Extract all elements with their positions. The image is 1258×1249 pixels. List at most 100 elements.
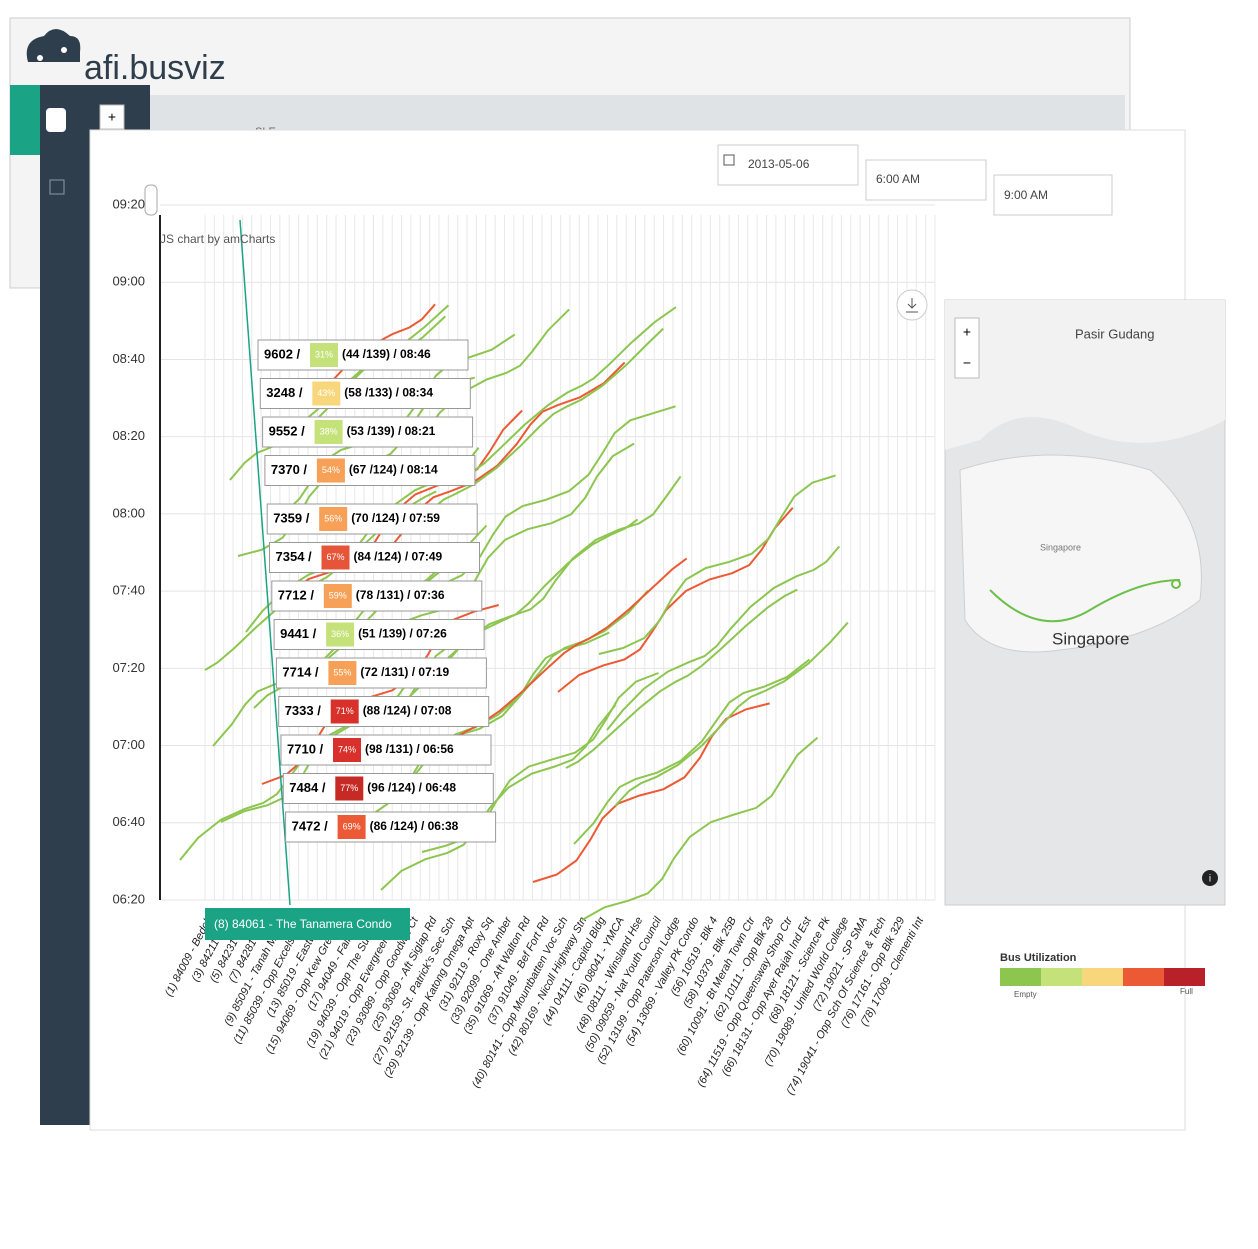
legend-low: Empty — [1014, 990, 1037, 999]
tooltip-detail: (44 /139) / 08:46 — [342, 347, 431, 361]
tooltip-box — [259, 378, 471, 409]
tooltip-box — [266, 503, 478, 535]
tooltip-box — [271, 580, 483, 612]
bus-tooltip[interactable]: 7710 / 74% (98 /131) / 06:56 — [280, 734, 492, 766]
cursor-label-box — [205, 908, 410, 940]
legend-high: Full — [1180, 987, 1193, 996]
logo — [26, 29, 81, 62]
tooltip-box — [285, 811, 497, 843]
tooltip-utilization: 38% — [320, 426, 338, 436]
utilization-badge — [323, 584, 352, 608]
utilization-badge — [326, 622, 355, 647]
utilization-badge — [330, 699, 359, 724]
bus-tooltip[interactable]: 3248 / 43% (58 /133) / 08:34 — [259, 378, 471, 409]
tooltip-bus: 7484 / — [289, 780, 326, 795]
tooltip-bus: 7710 / — [287, 741, 324, 756]
bus-tooltip[interactable]: 7370 / 54% (67 /124) / 08:14 — [264, 455, 476, 486]
map-label: Singapore — [1052, 629, 1130, 648]
tooltip-detail: (67 /124) / 08:14 — [349, 463, 438, 477]
tooltip-utilization: 31% — [315, 349, 333, 359]
tooltip-utilization: 77% — [340, 783, 358, 793]
tooltip-box — [257, 339, 469, 371]
tooltip-box — [282, 773, 494, 804]
legend-title: Bus Utilization — [1000, 952, 1077, 964]
scroll-handle[interactable] — [144, 184, 158, 216]
tooltip-box — [280, 734, 492, 766]
tooltip-detail: (86 /124) / 06:38 — [370, 819, 459, 833]
utilization-badge — [312, 381, 341, 406]
cursor-line — [239, 219, 291, 906]
map-info-button[interactable] — [1202, 870, 1218, 886]
map-label: Singapore — [1040, 542, 1081, 552]
zoom-in[interactable]: + — [963, 324, 971, 340]
map-label: Pasir Gudang — [1075, 326, 1155, 341]
tooltip-box — [278, 696, 490, 727]
tooltip-utilization: 67% — [326, 552, 344, 562]
bus-tooltip[interactable]: 9552 / 38% (53 /139) / 08:21 — [262, 416, 474, 448]
export-icon — [906, 298, 918, 313]
utilization-badge — [328, 661, 357, 685]
bus-tooltip[interactable]: 7354 / 67% (84 /124) / 07:49 — [269, 542, 480, 573]
trip-line — [430, 327, 664, 511]
add-tab-label: + — [108, 109, 116, 125]
tooltip-utilization: 36% — [331, 629, 349, 639]
tooltip-box — [275, 657, 487, 689]
tooltip-utilization: 69% — [343, 821, 361, 831]
sidebar-accent — [10, 85, 40, 155]
bus-tooltip[interactable]: 7714 / 55% (72 /131) / 07:19 — [275, 657, 487, 689]
tooltip-box — [273, 619, 485, 650]
utilization-badge — [321, 545, 350, 570]
y-axis-label: 07:20 — [112, 660, 145, 675]
tooltip-bus: 9602 / — [264, 346, 301, 361]
utilization-badge — [333, 738, 361, 762]
bus-tooltip[interactable]: 7712 / 59% (78 /131) / 07:36 — [271, 580, 483, 612]
tooltip-detail: (78 /131) / 07:36 — [356, 588, 445, 602]
bus-tooltip[interactable]: 9441 / 36% (51 /139) / 07:26 — [273, 619, 485, 650]
utilization-badge — [335, 776, 364, 801]
tooltip-bus: 7333 / — [285, 703, 322, 718]
y-axis-label: 08:20 — [112, 428, 145, 443]
y-axis-label: 09:00 — [112, 274, 145, 289]
tooltip-bus: 3248 / — [266, 385, 303, 400]
zoom-control — [954, 317, 980, 379]
trip-line — [557, 507, 794, 693]
end-time-input[interactable] — [993, 174, 1113, 216]
tooltip-utilization: 54% — [322, 465, 340, 475]
y-axis-label: 07:00 — [112, 737, 145, 752]
tooltip-utilization: 71% — [336, 706, 354, 716]
tooltip-bus: 7354 / — [276, 549, 313, 564]
bus-icon[interactable] — [46, 108, 66, 132]
chart-credit: JS chart by amCharts — [160, 232, 275, 246]
bus-tooltip[interactable]: 7333 / 71% (88 /124) / 07:08 — [278, 696, 490, 727]
date-value: 2013-05-06 — [748, 157, 810, 171]
bus-tooltip[interactable]: 9602 / 31% (44 /139) / 08:46 — [257, 339, 469, 371]
tooltip-detail: (58 /133) / 08:34 — [344, 386, 433, 400]
calendar-icon — [723, 154, 735, 166]
tooltip-bus: 7359 / — [273, 510, 310, 525]
bus-tooltip[interactable]: 7484 / 77% (96 /124) / 06:48 — [282, 773, 494, 804]
tooltip-box — [264, 455, 476, 486]
app-title: afi.busviz — [84, 49, 226, 87]
date-input[interactable] — [717, 144, 859, 186]
y-axis-label: 06:40 — [112, 814, 145, 829]
utilization-badge — [316, 458, 345, 483]
add-tab[interactable] — [99, 104, 125, 130]
trip-line — [581, 736, 819, 921]
bus-tooltip[interactable]: 7472 / 69% (86 /124) / 06:38 — [285, 811, 497, 843]
tooltip-bus: 7472 / — [292, 818, 329, 833]
legend-swatch — [1000, 968, 1041, 986]
y-axis-label: 06:20 — [112, 891, 145, 906]
start-time-input[interactable] — [865, 159, 987, 201]
cursor-label: (8) 84061 - The Tanamera Condo — [214, 917, 392, 931]
tooltip-bus: 9441 / — [280, 626, 317, 641]
bus-tooltip[interactable]: 7359 / 56% (70 /124) / 07:59 — [266, 503, 478, 535]
chart-icon[interactable] — [49, 179, 65, 195]
y-axis-label: 09:20 — [112, 196, 145, 211]
tooltip-utilization: 56% — [324, 513, 342, 523]
trip-line — [565, 588, 798, 769]
tooltip-bus: 7714 / — [282, 664, 319, 679]
legend-swatch — [1082, 968, 1123, 986]
trip-line — [471, 306, 677, 473]
zoom-out[interactable]: − — [963, 355, 971, 371]
tooltip-detail: (96 /124) / 06:48 — [367, 781, 456, 795]
